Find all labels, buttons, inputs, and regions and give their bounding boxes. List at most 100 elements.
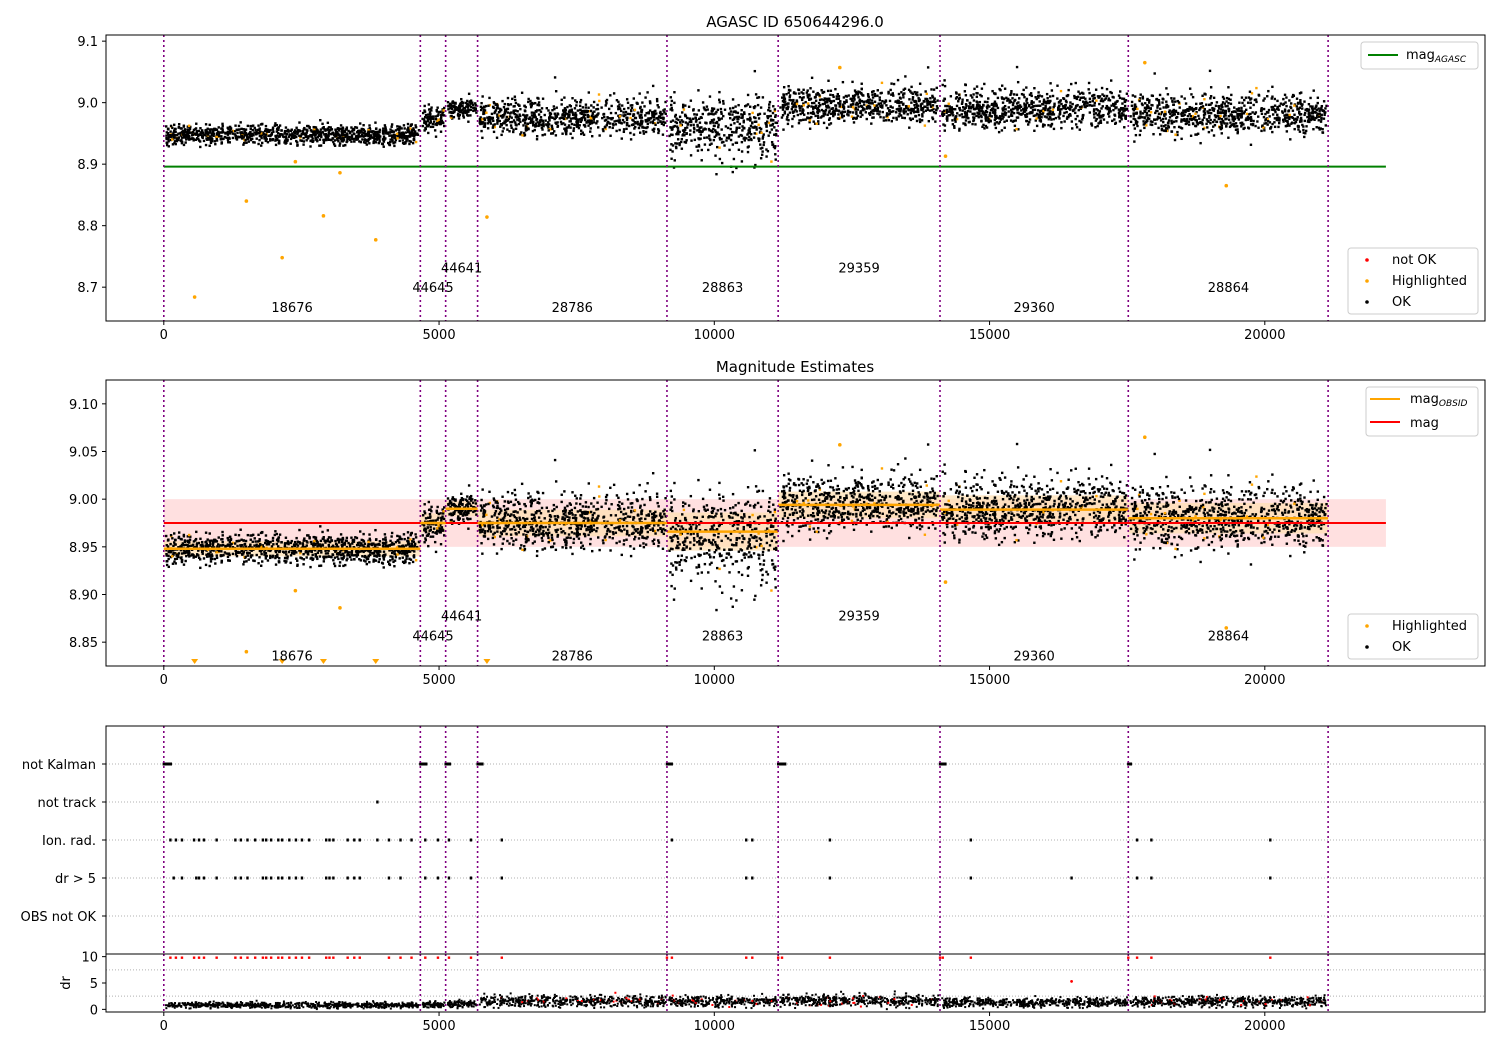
p1-ok-point [710,142,713,145]
p1-ytick-label: 8.8 [77,220,98,235]
p1-ok-point [698,121,702,124]
p1-ok-point [792,98,795,102]
p1-ok-point [1219,120,1222,124]
p1-ok-point [774,153,777,156]
p1-ok-point [729,138,733,142]
p1-ok-point [916,110,919,113]
p1-ok-point [1032,101,1035,104]
p1-ok-point [1099,99,1103,103]
p1-ok-point [276,127,279,130]
p1-ok-point [731,113,734,116]
p1-ok-point [807,116,811,120]
p1-ok-point [1049,110,1052,113]
p1-ok-point [1183,117,1186,121]
p1-ok-point [227,127,230,131]
p1-ok-point [684,104,687,107]
p1-ok-point [993,123,997,126]
p1-ok-point [531,129,535,133]
p1-ok-point [757,96,761,99]
p1-ok-point [437,122,441,125]
p1-ok-point [439,110,442,113]
p1-ok-point [856,108,860,111]
p1-ok-point [1303,119,1306,123]
p1-ok-point [1243,126,1246,130]
p1-ok-point [795,110,798,113]
p1-ok-point [662,109,665,112]
p1-ok-point [561,116,565,120]
p1-ok-point [1147,101,1151,104]
p1-ok-point [1268,121,1272,124]
p1-ok-point [914,92,918,96]
p1-ok-point [1223,102,1226,105]
p1-ok-point [279,133,283,136]
p1-ok-point [966,110,970,113]
p1-ok-point [823,102,827,105]
p1-ok-point [867,94,870,97]
p1-ok-point [856,114,859,118]
p1-ok-point [934,101,937,104]
p1-ok-point [765,129,769,133]
p1-ok-point [1213,118,1216,122]
p1-ok-point [1091,99,1094,103]
p1-ok-point [708,134,711,137]
p1-ok-point [1156,106,1159,109]
p1-ok-point [742,111,746,114]
p1-ok-point [899,114,903,117]
p1-ok-point [649,121,652,124]
p1-ok-point [344,135,347,139]
p1-ok-point [995,104,998,108]
p1-ok-point [1320,113,1323,117]
p1-ok-point [1014,105,1017,109]
p1-ok-point [784,104,787,107]
p1-ok-point [1087,81,1091,85]
p1-ok-point [421,124,424,128]
p1-ok-point [640,109,643,112]
p1-ok-point [525,128,528,132]
p1-ok-point [981,110,984,113]
p1-ok-point [1053,104,1056,107]
p1-ok-point [722,102,725,105]
p1-ok-point [644,119,647,122]
p1-ok-point [278,124,282,127]
p1-ok-point [781,114,785,117]
p1-ok-point [891,106,894,109]
p1-ok-point [872,90,875,93]
p1-ok-point [765,148,768,151]
p1-ok-point [549,112,553,116]
p1-ok-point [723,108,727,111]
p1-ok-point [276,131,280,135]
p1-ok-point [659,120,662,123]
p1-ok-point [878,98,882,102]
p1-ok-point [814,99,818,102]
p1-ok-point [831,112,834,115]
legend-not-ok: not OK [1392,253,1437,268]
p1-ok-point [829,89,833,92]
p1-ok-point [566,105,569,109]
p1-ok-point [520,91,524,94]
p1-ok-point [1093,101,1096,105]
p1-ok-point [1037,96,1040,99]
p1-ok-point [407,126,410,129]
p1-ok-point [367,134,370,138]
p1-ok-point [653,113,657,116]
p1-ok-point [688,133,692,136]
p1-ok-point [942,109,946,112]
p1-ok-point [871,109,874,112]
p1-ok-point [1092,108,1096,111]
p1-ok-point [286,139,289,143]
p1-ok-point [571,113,575,116]
p1-highlighted-point [604,127,607,131]
p1-ok-point [655,97,659,101]
p1-ok-point [538,119,542,122]
p1-ok-point [1106,121,1109,124]
p1-ok-point [811,110,815,113]
p2-ok-point [362,559,366,562]
p1-ok-point [789,89,792,92]
p1-ok-point [1189,115,1193,118]
p1-ok-point [731,118,735,122]
p1-ok-point [312,132,315,135]
p1-ok-point [269,138,272,141]
p1-ok-point [1076,114,1079,118]
p2-ok-point [244,539,248,543]
p1-ok-point [229,130,232,134]
